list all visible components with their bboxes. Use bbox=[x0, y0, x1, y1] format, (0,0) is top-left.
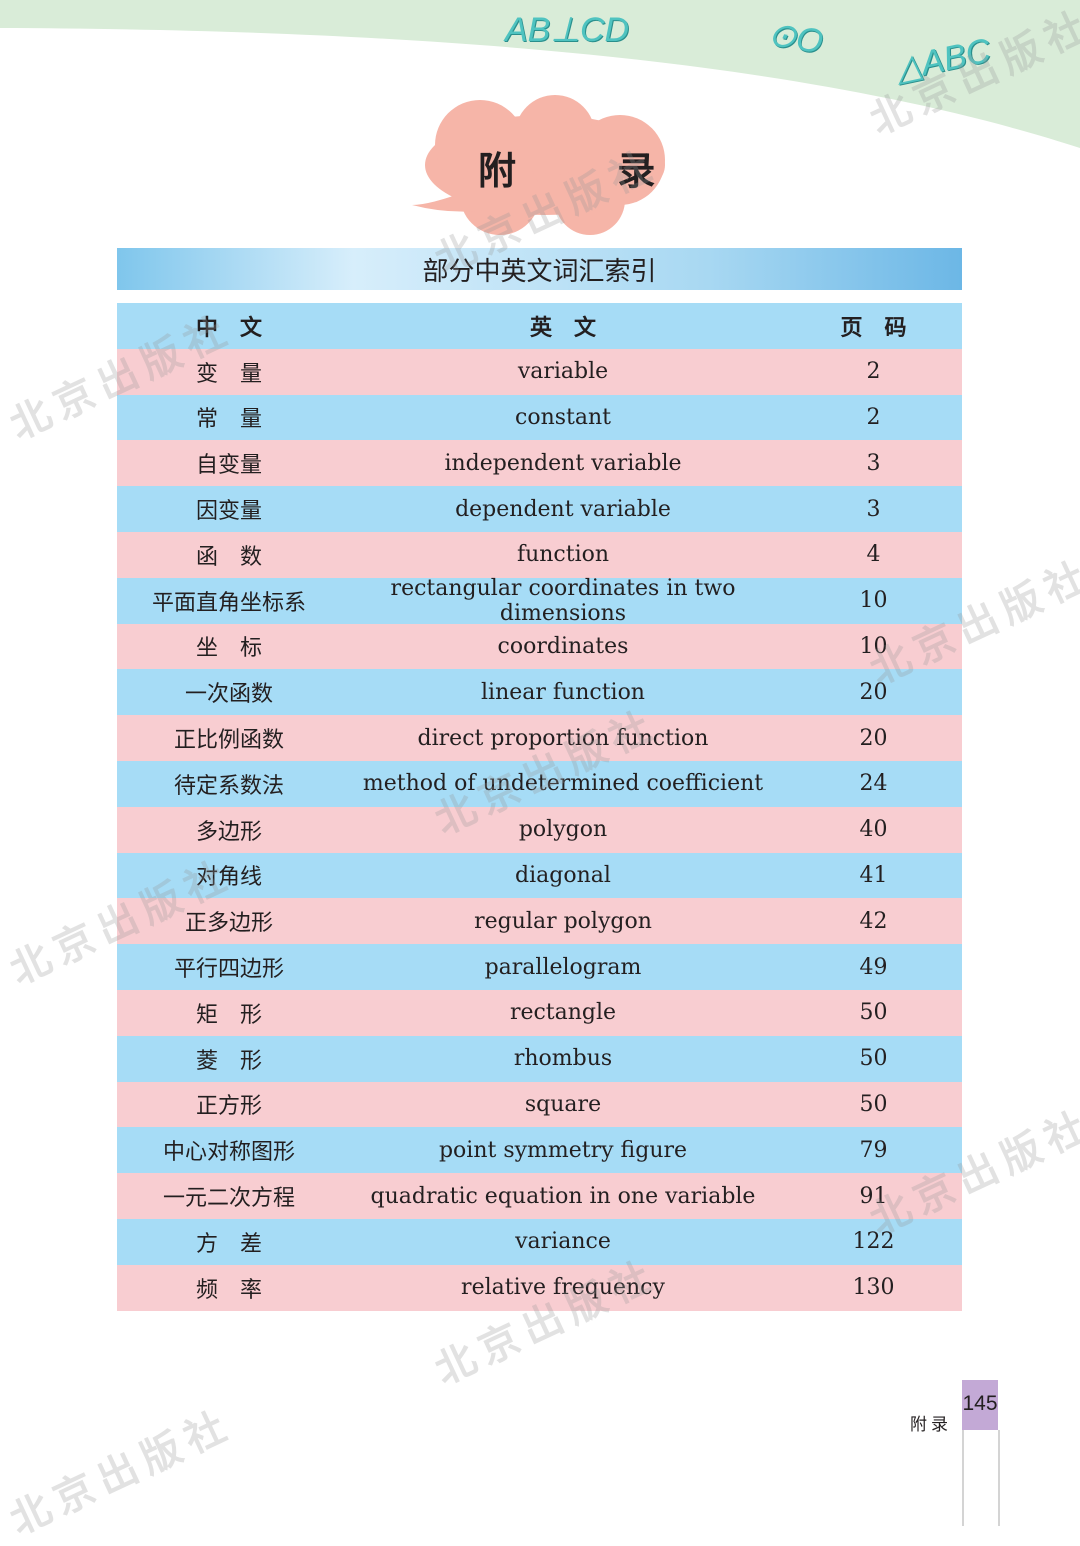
table-row: 矩 形 rectangle 50 bbox=[117, 989, 962, 1036]
table-row: 中心对称图形 point symmetry figure 79 bbox=[117, 1127, 962, 1174]
english-term: dependent variable bbox=[455, 496, 671, 522]
chinese-term: 因变量 bbox=[195, 499, 262, 525]
page-ref: 50 bbox=[859, 1046, 888, 1072]
page-edge-strip bbox=[962, 1430, 1000, 1526]
english-term: relative frequency bbox=[461, 1275, 665, 1301]
page-ref: 3 bbox=[866, 450, 881, 476]
english-term: diagonal bbox=[515, 862, 611, 888]
page-ref: 20 bbox=[859, 679, 888, 705]
table-row: 正多边形 regular polygon 42 bbox=[117, 898, 962, 945]
english-term: constant bbox=[515, 404, 611, 430]
chinese-term: 菱 形 bbox=[195, 1048, 262, 1074]
table-row: 正比例函数 direct proportion function 20 bbox=[117, 715, 962, 761]
page-ref: 4 bbox=[866, 542, 881, 568]
chinese-term: 一元二次方程 bbox=[162, 1186, 295, 1212]
english-term: variable bbox=[517, 359, 609, 385]
english-term: parallelogram bbox=[484, 954, 642, 980]
page-ref: 42 bbox=[859, 908, 888, 934]
chinese-term: 频 率 bbox=[195, 1277, 262, 1303]
table-row: 一元二次方程 quadratic equation in one variable… bbox=[117, 1173, 962, 1219]
page-ref: 40 bbox=[859, 817, 888, 843]
page-ref: 20 bbox=[859, 725, 888, 751]
chinese-term: 自变量 bbox=[195, 453, 262, 479]
chinese-term: 变 量 bbox=[195, 361, 262, 387]
table-row: 自变量 independent variable 3 bbox=[117, 440, 962, 487]
chinese-term: 常 量 bbox=[195, 407, 262, 433]
chinese-term: 待定系数法 bbox=[173, 773, 284, 799]
chinese-term: 一次函数 bbox=[184, 682, 273, 708]
english-term: function bbox=[516, 542, 610, 568]
table-row: 菱 形 rhombus 50 bbox=[117, 1035, 962, 1082]
english-term: rectangular coordinates in two dimension… bbox=[390, 575, 736, 626]
chinese-term: 正多边形 bbox=[184, 911, 273, 937]
table-row: 平面直角坐标系 rectangular coordinates in two di… bbox=[117, 575, 962, 626]
chinese-term: 对角线 bbox=[195, 865, 262, 891]
english-term: square bbox=[524, 1091, 602, 1117]
table-row: 因变量 dependent variable 3 bbox=[117, 486, 962, 532]
symbol-perpendicular: AB⊥CD bbox=[505, 11, 630, 49]
english-term: variance bbox=[515, 1229, 611, 1255]
table-header: 中 文 英 文 页 码 bbox=[117, 303, 962, 349]
table-row: 函 数 function 4 bbox=[117, 531, 962, 578]
table-row: 对角线 diagonal 41 bbox=[117, 852, 962, 899]
table-row: 频 率 relative frequency 130 bbox=[117, 1264, 962, 1311]
chinese-term: 矩 形 bbox=[195, 1002, 262, 1028]
table-row: 多边形 polygon 40 bbox=[117, 806, 962, 853]
english-term: regular polygon bbox=[474, 908, 652, 934]
page-ref: 79 bbox=[859, 1137, 888, 1163]
table-row: 平行四边形 parallelogram 49 bbox=[117, 944, 962, 990]
page-ref: 91 bbox=[859, 1183, 888, 1209]
chinese-term: 坐 标 bbox=[195, 636, 262, 662]
chinese-term: 方 差 bbox=[195, 1231, 262, 1257]
page-ref: 50 bbox=[859, 1091, 888, 1117]
section-title: 部分中英文词汇索引 bbox=[117, 248, 962, 290]
page-ref: 41 bbox=[859, 862, 888, 888]
page-ref: 2 bbox=[866, 359, 881, 385]
header-wave-decoration bbox=[0, 0, 1080, 235]
chinese-term: 平行四边形 bbox=[173, 957, 284, 983]
page-ref: 2 bbox=[866, 404, 881, 430]
english-term: quadratic equation in one variable bbox=[370, 1183, 756, 1209]
page-ref: 3 bbox=[866, 496, 881, 522]
chinese-term: 正比例函数 bbox=[173, 728, 284, 754]
footer-section-label: 附录 bbox=[910, 1415, 952, 1435]
english-term: method of undetermined coefficient bbox=[362, 771, 764, 797]
english-term: rectangle bbox=[509, 1000, 617, 1026]
page-ref: 10 bbox=[859, 633, 888, 659]
watermark: 北京出版社 bbox=[3, 1401, 241, 1545]
header-english: 英 文 bbox=[529, 315, 596, 341]
english-term: point symmetry figure bbox=[438, 1137, 688, 1163]
chinese-term: 正方形 bbox=[195, 1094, 262, 1120]
page-ref: 122 bbox=[852, 1229, 895, 1255]
table-row: 正方形 square 50 bbox=[117, 1081, 962, 1128]
table-row: 待定系数法 method of undetermined coefficient 2… bbox=[117, 760, 962, 807]
page-ref: 50 bbox=[859, 1000, 888, 1026]
table-row: 一次函数 linear function 20 bbox=[117, 669, 962, 716]
table-row: 常 量 constant 2 bbox=[117, 394, 962, 441]
english-term: direct proportion function bbox=[417, 725, 709, 751]
chinese-term: 函 数 bbox=[195, 544, 262, 570]
table-row: 变 量 variable 2 bbox=[117, 348, 962, 395]
chinese-term: 多边形 bbox=[195, 819, 262, 845]
chinese-term: 平面直角坐标系 bbox=[151, 590, 306, 616]
cloud-shape bbox=[412, 95, 665, 235]
page-title: 附 录 bbox=[478, 149, 700, 193]
table-row: 坐 标 coordinates 10 bbox=[117, 623, 962, 670]
header-chinese: 中 文 bbox=[195, 315, 262, 341]
english-term: polygon bbox=[518, 817, 608, 843]
table-row: 方 差 variance 122 bbox=[117, 1218, 962, 1265]
page-ref: 24 bbox=[859, 771, 888, 797]
english-term: linear function bbox=[481, 679, 645, 705]
english-term: independent variable bbox=[444, 450, 682, 476]
english-term: coordinates bbox=[497, 633, 629, 659]
english-term: rhombus bbox=[513, 1046, 613, 1072]
header-page: 页 码 bbox=[840, 315, 907, 341]
page-number: 145 bbox=[962, 1380, 998, 1430]
vocabulary-table: 中 文 英 文 页 码 变 量 variable 2 常 量 constant 2 自变量 i… bbox=[117, 303, 962, 1311]
chinese-term: 中心对称图形 bbox=[162, 1140, 295, 1166]
page-ref: 49 bbox=[859, 954, 888, 980]
page-ref: 10 bbox=[859, 588, 888, 614]
page-ref: 130 bbox=[852, 1275, 895, 1301]
